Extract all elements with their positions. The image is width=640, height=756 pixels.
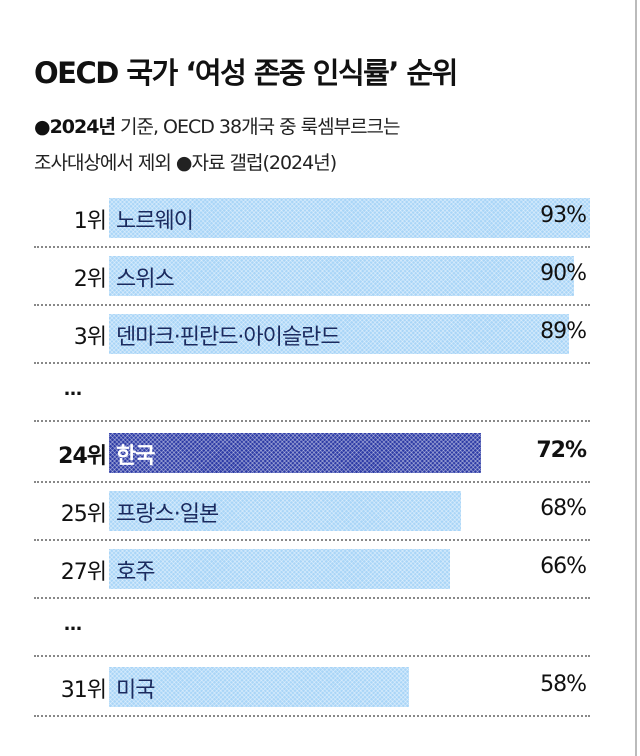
value-label: 93% [540, 203, 587, 228]
country-label: 프랑스·일본 [116, 502, 219, 527]
row-separator [34, 304, 590, 306]
value-label: 58% [540, 672, 587, 697]
bar-row: 31위 미국 58% [34, 658, 590, 716]
row-separator [34, 539, 590, 541]
bar [109, 433, 482, 473]
ellipsis: … [64, 379, 83, 400]
chart-subtitle-line1: ●2024년 기준, OECD 38개국 중 룩셈부르크는 [34, 112, 401, 139]
rank-label: 1위 [73, 209, 107, 234]
bar [109, 314, 570, 354]
row-separator [34, 597, 590, 599]
rank-label: 2위 [73, 267, 107, 292]
bar [109, 256, 575, 296]
bar-row: 27위 호주 66% [34, 540, 590, 598]
value-label: 89% [540, 319, 587, 344]
bar-row: 3위 덴마크·핀란드·아이슬란드 89% [34, 305, 590, 363]
bar [109, 491, 461, 531]
value-label: 72% [536, 438, 587, 463]
frame-border [635, 0, 637, 756]
row-separator [34, 481, 590, 483]
country-label: 스위스 [116, 267, 175, 292]
bar [109, 198, 590, 238]
country-label: 노르웨이 [116, 209, 194, 234]
bar [109, 549, 451, 589]
row-separator [34, 362, 590, 364]
bar-row: 2위 스위스 90% [34, 247, 590, 305]
bar [109, 667, 409, 707]
value-label: 68% [540, 496, 587, 521]
row-separator [34, 655, 590, 657]
country-label: 덴마크·핀란드·아이슬란드 [116, 325, 341, 350]
country-label: 한국 [116, 444, 155, 469]
rank-label: 24위 [58, 444, 107, 469]
subtitle-text: 기준, OECD 38개국 중 룩셈부르크는 [114, 116, 401, 138]
rank-label: 27위 [60, 560, 107, 585]
subtitle-bold: ●2024년 [34, 116, 116, 138]
row-separator [34, 715, 590, 717]
row-separator [34, 246, 590, 248]
row-separator [34, 420, 590, 422]
country-label: 호주 [116, 560, 155, 585]
bar-row: 24위 한국 72% [34, 424, 590, 482]
rank-label: 3위 [73, 325, 107, 350]
rank-label: 25위 [60, 502, 107, 527]
country-label: 미국 [116, 678, 155, 703]
rank-label: 31위 [60, 678, 107, 703]
ellipsis: … [64, 614, 83, 635]
bar-row: 25위 프랑스·일본 68% [34, 482, 590, 540]
value-label: 66% [540, 554, 587, 579]
value-label: 90% [540, 261, 587, 286]
chart-title: OECD 국가 ‘여성 존중 인식률’ 순위 [34, 56, 458, 90]
bar-row: 1위 노르웨이 93% [34, 189, 590, 247]
chart-subtitle-line2: 조사대상에서 제외 ●자료 갤럽(2024년) [34, 152, 337, 174]
